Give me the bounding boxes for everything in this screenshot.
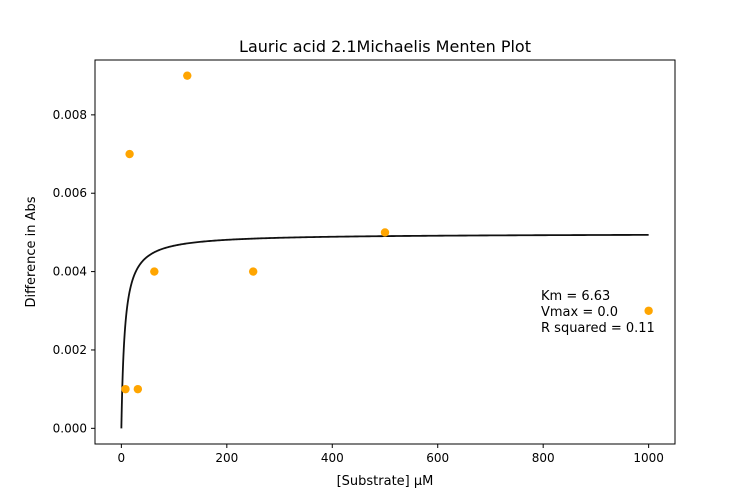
y-axis-ticks: 0.000 0.002 0.004 0.006 0.008 [53, 108, 95, 435]
plot-area [94, 59, 676, 445]
data-point [125, 149, 134, 159]
data-point [121, 384, 130, 394]
y-tick-label: 0.006 [53, 186, 87, 200]
x-axis-ticks: 0 200 400 600 800 1000 [118, 444, 664, 465]
fit-annotation: Km = 6.63 Vmax = 0.0 R squared = 0.11 [541, 289, 655, 336]
y-tick-label: 0.000 [53, 421, 87, 435]
data-points [121, 71, 653, 394]
annotation-km: Km = 6.63 [541, 289, 610, 304]
data-point [248, 267, 258, 276]
annotation-r-squared: R squared = 0.11 [541, 321, 655, 336]
x-tick-label: 200 [215, 451, 238, 465]
x-tick-label: 1000 [633, 451, 664, 465]
data-point [133, 384, 143, 394]
y-tick-label: 0.008 [53, 108, 87, 122]
annotation-vmax: Vmax = 0.0 [541, 305, 618, 320]
x-axis-label: [Substrate] µM [337, 474, 434, 489]
x-tick-label: 0 [118, 451, 126, 465]
fit-curve [120, 233, 649, 429]
data-point [150, 267, 159, 276]
data-point [380, 228, 390, 237]
x-tick-label: 600 [426, 451, 449, 465]
y-tick-label: 0.002 [53, 343, 87, 357]
y-axis-label: Difference in Abs [24, 196, 39, 307]
data-point [644, 306, 653, 315]
data-point [183, 71, 192, 80]
x-tick-label: 800 [532, 451, 555, 465]
y-tick-label: 0.004 [53, 265, 87, 279]
chart-title: Lauric acid 2.1Michaelis Menten Plot [239, 37, 531, 56]
x-tick-label: 400 [321, 451, 344, 465]
